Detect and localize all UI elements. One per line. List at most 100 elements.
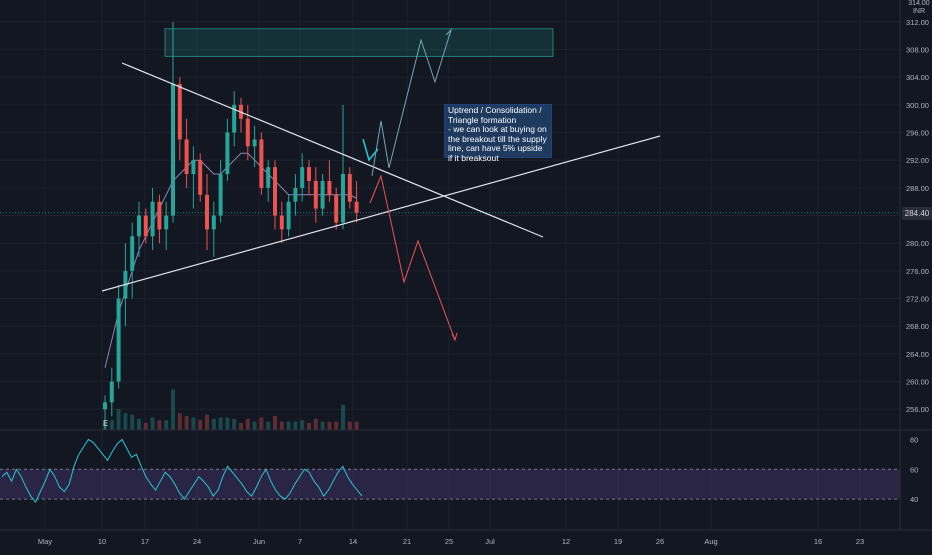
volume-bar: [286, 421, 291, 430]
volume-bar: [259, 417, 264, 430]
rsi-line: [1, 438, 363, 504]
volume-bar: [218, 417, 223, 430]
price-tick-label: 260.00: [906, 378, 929, 387]
candle-body: [300, 167, 305, 188]
volume-bar: [137, 418, 141, 430]
grid-layer: [0, 0, 900, 530]
moving-average-line: [104, 152, 357, 368]
candle-body: [293, 187, 298, 202]
volume-bar: [307, 423, 311, 430]
candle-body: [164, 215, 169, 230]
time-tick-label: Aug: [704, 537, 717, 546]
candle-body: [225, 132, 230, 175]
price-tick-label: 264.00: [906, 350, 929, 359]
time-tick-label: 7: [298, 537, 302, 546]
rsi-band: [0, 469, 900, 500]
volume-bar: [157, 420, 162, 430]
volume-layer: [103, 389, 359, 430]
volume-bar: [184, 416, 189, 430]
trend-layer: [101, 62, 661, 292]
annotation-note[interactable]: Uptrend / Consolidation / Triangle forma…: [444, 104, 552, 163]
candle-layer: [0, 21, 900, 430]
price-tick-label: 280.00: [906, 239, 929, 248]
price-tick-label: 312.00: [906, 18, 929, 27]
time-tick-label: 25: [445, 537, 453, 546]
resistance-zone: [164, 28, 554, 57]
candle-body: [341, 174, 345, 223]
candle-body: [218, 174, 223, 216]
currency-label: 314.00 INR: [906, 0, 932, 16]
price-tick-label: 288.00: [906, 184, 929, 193]
volume-bar: [252, 421, 257, 430]
rsi-layer: [0, 438, 900, 504]
volume-bar: [198, 420, 203, 430]
price-tick-label: 308.00: [906, 46, 929, 55]
rsi-tick-label: 40: [910, 495, 918, 504]
candle-body: [198, 160, 203, 195]
rsi-tick-label: 60: [910, 465, 918, 474]
price-tick-label: 276.00: [906, 267, 929, 276]
price-tick-label: 272.00: [906, 295, 929, 304]
volume-bar: [327, 421, 332, 430]
volume-bar: [205, 414, 209, 430]
time-tick-label: 16: [814, 537, 822, 546]
candle-body: [334, 194, 339, 223]
volume-bar: [130, 414, 135, 430]
rsi-tick-label: 80: [910, 435, 918, 444]
volume-bar: [279, 421, 284, 430]
bearish-arrow-head: [451, 332, 458, 342]
time-tick-label: 12: [562, 537, 570, 546]
time-tick-label: 17: [141, 537, 149, 546]
ma-layer: [104, 152, 357, 368]
price-tick-label: 304.00: [906, 73, 929, 82]
bullish-projection-path: [371, 29, 452, 177]
volume-bar: [313, 418, 318, 430]
candle-body: [205, 194, 209, 230]
candle-body: [307, 167, 311, 181]
time-tick-label: 26: [656, 537, 664, 546]
volume-bar: [320, 421, 325, 430]
bullish-arrow-head: [445, 28, 453, 38]
zone-layer: [164, 28, 554, 57]
candle-body: [157, 201, 162, 230]
volume-bar: [150, 417, 155, 430]
earnings-marker-icon[interactable]: E: [103, 419, 108, 428]
candle-body: [245, 118, 250, 147]
candle-body: [143, 215, 148, 237]
candle-body: [171, 84, 175, 216]
check-mark-icon: [362, 138, 379, 162]
candle-body: [286, 201, 291, 230]
candle-body: [109, 381, 114, 403]
price-tick-label: 292.00: [906, 156, 929, 165]
volume-bar: [109, 420, 114, 430]
time-tick-label: 19: [614, 537, 622, 546]
volume-bar: [225, 417, 230, 430]
candle-body: [279, 215, 284, 230]
proj-layer: [362, 28, 458, 342]
price-tick-label: 268.00: [906, 322, 929, 331]
volume-bar: [143, 423, 148, 430]
candle-body: [130, 236, 135, 271]
price-tick-label: 256.00: [906, 405, 929, 414]
candle-body: [211, 215, 216, 230]
candle-body: [273, 167, 277, 216]
volume-bar: [171, 389, 175, 430]
volume-bar: [123, 413, 128, 430]
volume-bar: [300, 420, 305, 430]
volume-bar: [116, 409, 121, 430]
price-tick-label: 300.00: [906, 101, 929, 110]
time-tick-label: May: [38, 537, 52, 546]
time-tick-label: 21: [403, 537, 411, 546]
supply-trend-line: [121, 62, 544, 238]
volume-bar: [232, 418, 237, 430]
time-tick-label: 23: [856, 537, 864, 546]
volume-bar: [191, 417, 196, 430]
last-price-tag: 284.40: [902, 207, 932, 220]
volume-bar: [334, 421, 339, 430]
candle-body: [313, 180, 318, 209]
bearish-projection-path: [369, 174, 456, 341]
time-tick-label: Jun: [253, 537, 265, 546]
volume-bar: [239, 423, 243, 430]
